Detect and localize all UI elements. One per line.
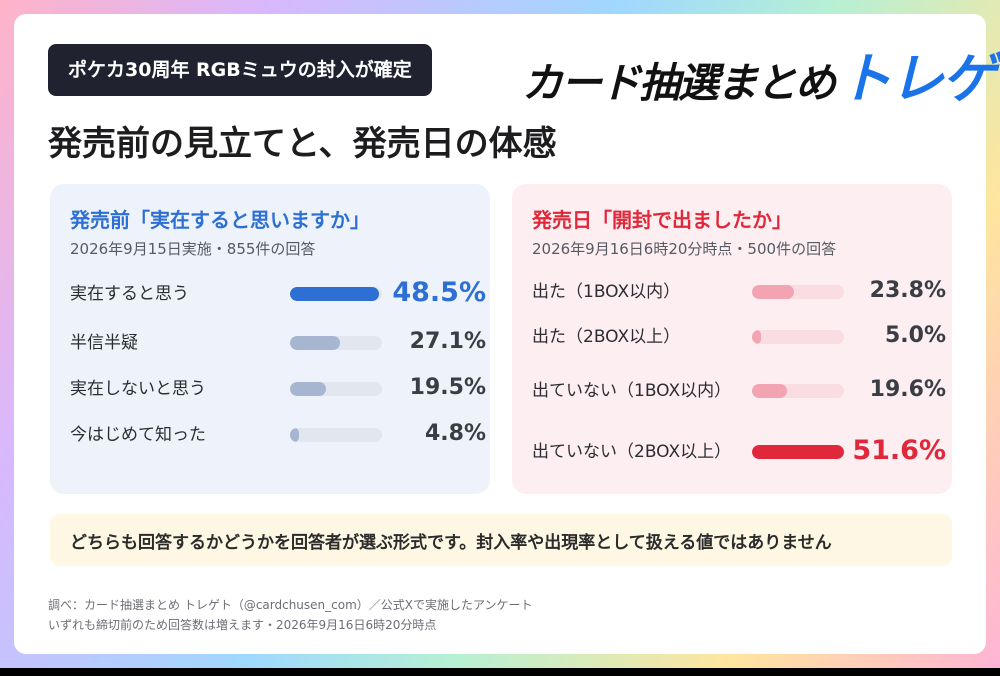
- release-day-bar-track: [752, 384, 844, 398]
- pre-release-chart-title: 発売前「実在すると思いますか」: [70, 208, 370, 232]
- release-day-survey-panel: 発売日「開封で出ましたか」 2026年9月16日6時20分時点・500件の回答 …: [512, 184, 952, 494]
- pre-release-survey-panel: 発売前「実在すると思いますか」 2026年9月15日実施・855件の回答 実在す…: [50, 184, 490, 494]
- release-day-bar: [752, 285, 794, 299]
- source-credit: 調べ：カード抽選まとめ トレゲト（@cardchusen_com）／公式Xで実施…: [48, 598, 533, 612]
- brand-accent-text: トレゲト: [838, 47, 1000, 110]
- brand-main-text: カード抽選まとめ: [522, 59, 836, 107]
- release-day-value-label: 5.0%: [884, 323, 946, 348]
- pre-release-category-label: 実在しないと思う: [70, 379, 206, 399]
- topic-badge: ポケカ30周年 RGBミュウの封入が確定: [48, 44, 432, 96]
- pre-release-category-label: 今はじめて知った: [70, 425, 206, 445]
- pre-release-value-label: 27.1%: [409, 329, 486, 354]
- release-day-value-label: 23.8%: [869, 278, 946, 303]
- pre-release-value-label: 4.8%: [424, 421, 486, 446]
- release-day-category-label: 出た（1BOX以内）: [532, 282, 681, 302]
- pre-release-value-label: 48.5%: [392, 277, 486, 308]
- disclaimer-note: どちらも回答するかどうかを回答者が選ぶ形式です。封入率や出現率として扱える値では…: [50, 514, 952, 566]
- pre-release-bar: [290, 382, 326, 396]
- pre-release-category-label: 半信半疑: [70, 333, 138, 353]
- disclaimer-text: どちらも回答するかどうかを回答者が選ぶ形式です。封入率や出現率として扱える値では…: [70, 533, 832, 553]
- release-day-bar: [752, 384, 787, 398]
- pre-release-bar-track: [290, 336, 382, 350]
- release-day-bar-track: [752, 285, 844, 299]
- release-day-value-label: 19.6%: [869, 377, 946, 402]
- pre-release-bar: [290, 287, 379, 301]
- release-day-bar: [752, 330, 761, 344]
- pre-release-category-label: 実在すると思う: [70, 284, 189, 304]
- pre-release-chart-subtitle: 2026年9月15日実施・855件の回答: [70, 240, 316, 258]
- pre-release-bar-track: [290, 382, 382, 396]
- release-day-category-label: 出ていない（1BOX以内）: [532, 381, 732, 401]
- release-day-category-label: 出ていない（2BOX以上）: [532, 442, 732, 462]
- release-day-bar-track: [752, 445, 844, 459]
- timestamp-note: いずれも締切前のため回答数は増えます・2026年9月16日6時20分時点: [48, 618, 437, 632]
- pre-release-bar-track: [290, 428, 382, 442]
- pre-release-bar: [290, 428, 299, 442]
- pre-release-bar-track: [290, 287, 382, 301]
- release-day-bar-track: [752, 330, 844, 344]
- release-day-value-label: 51.6%: [852, 435, 946, 466]
- bottom-edge-bar: [0, 668, 1000, 676]
- release-day-chart-subtitle: 2026年9月16日6時20分時点・500件の回答: [532, 240, 837, 258]
- pre-release-bar: [290, 336, 340, 350]
- release-day-category-label: 出た（2BOX以上）: [532, 327, 681, 347]
- page-title: 発売前の見立てと、発売日の体感: [48, 124, 557, 164]
- release-day-bar: [752, 445, 844, 459]
- pre-release-value-label: 19.5%: [409, 375, 486, 400]
- release-day-chart-title: 発売日「開封で出ましたか」: [532, 208, 792, 232]
